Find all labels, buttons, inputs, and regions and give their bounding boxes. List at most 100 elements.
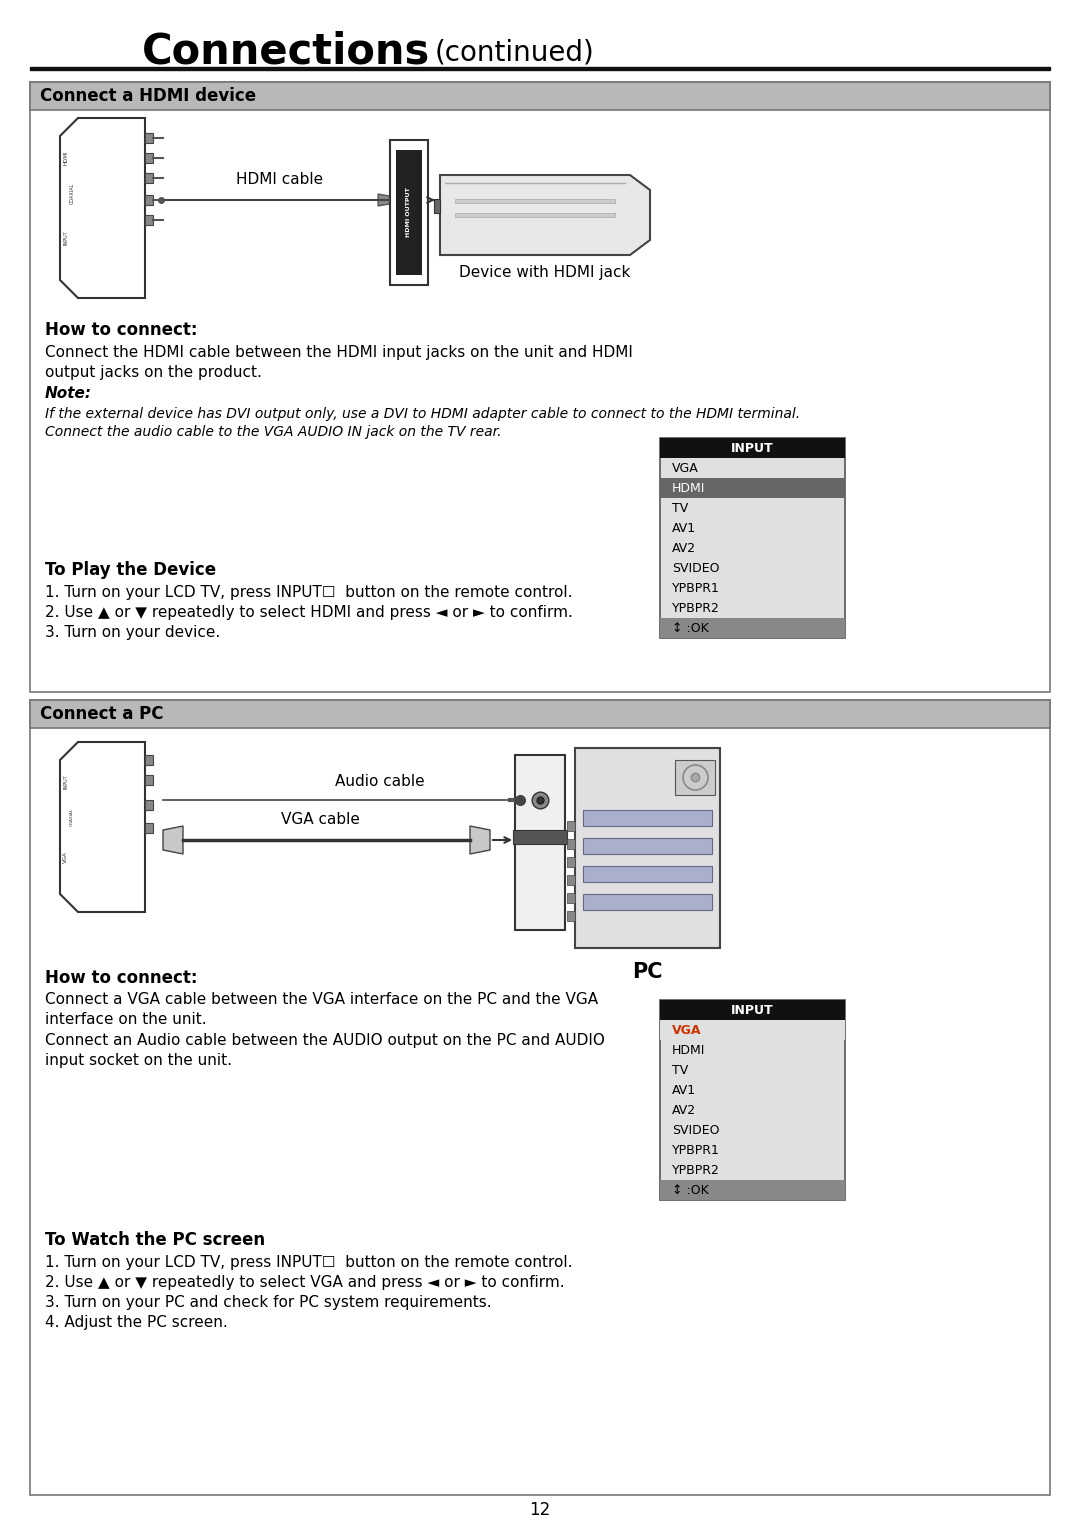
Text: YPBPR2: YPBPR2 xyxy=(672,602,720,614)
Bar xyxy=(583,866,712,883)
Bar xyxy=(660,478,845,498)
Text: AV2: AV2 xyxy=(672,542,697,554)
Text: VGA: VGA xyxy=(672,1023,702,1037)
Text: interface on the unit.: interface on the unit. xyxy=(45,1012,206,1028)
Polygon shape xyxy=(470,826,490,854)
Bar xyxy=(145,153,153,163)
Text: INPUT: INPUT xyxy=(63,231,68,246)
Bar xyxy=(583,838,712,854)
Text: How to connect:: How to connect: xyxy=(45,321,198,339)
Bar xyxy=(30,699,1050,1495)
Bar xyxy=(145,195,153,205)
Bar xyxy=(660,438,845,458)
Text: 2. Use ▲ or ▼ repeatedly to select HDMI and press ◄ or ► to confirm.: 2. Use ▲ or ▼ repeatedly to select HDMI … xyxy=(45,605,572,620)
Text: To Play the Device: To Play the Device xyxy=(45,560,216,579)
Text: PC: PC xyxy=(632,962,663,982)
Text: Note:: Note: xyxy=(45,386,92,402)
Text: YPBPR1: YPBPR1 xyxy=(672,1144,720,1156)
Text: VGA: VGA xyxy=(672,461,699,475)
Text: HDMI OUTPUT: HDMI OUTPUT xyxy=(406,188,411,237)
Bar xyxy=(567,822,575,831)
Text: Connect the audio cable to the VGA AUDIO IN jack on the TV rear.: Connect the audio cable to the VGA AUDIO… xyxy=(45,425,501,438)
Text: Connect a PC: Connect a PC xyxy=(40,705,163,722)
Polygon shape xyxy=(378,194,390,206)
Text: Connect the HDMI cable between the HDMI input jacks on the unit and HDMI: Connect the HDMI cable between the HDMI … xyxy=(45,345,633,359)
Text: input socket on the unit.: input socket on the unit. xyxy=(45,1052,232,1067)
Bar xyxy=(567,912,575,921)
Bar xyxy=(30,82,1050,110)
Bar xyxy=(567,857,575,867)
Text: ↕ :OK: ↕ :OK xyxy=(672,621,708,635)
Bar xyxy=(30,699,1050,728)
Bar xyxy=(455,212,615,217)
Text: HDMI: HDMI xyxy=(63,151,68,165)
Text: 1. Turn on your LCD TV, press INPUT☐  button on the remote control.: 1. Turn on your LCD TV, press INPUT☐ but… xyxy=(45,1255,572,1269)
Text: AV1: AV1 xyxy=(672,1084,697,1096)
Bar xyxy=(145,133,153,144)
Text: AV1: AV1 xyxy=(672,522,697,534)
Bar xyxy=(145,754,153,765)
Text: HDMI: HDMI xyxy=(672,481,705,495)
Text: (continued): (continued) xyxy=(435,38,595,66)
Bar xyxy=(145,823,153,834)
Text: INPUT: INPUT xyxy=(731,1003,773,1017)
Text: HDMI: HDMI xyxy=(672,1043,705,1057)
Polygon shape xyxy=(163,826,183,854)
Text: 2. Use ▲ or ▼ repeatedly to select VGA and press ◄ or ► to confirm.: 2. Use ▲ or ▼ repeatedly to select VGA a… xyxy=(45,1275,565,1289)
Text: YPBPR1: YPBPR1 xyxy=(672,582,720,594)
Text: AV2: AV2 xyxy=(672,1104,697,1116)
Text: COAXIAL: COAXIAL xyxy=(70,808,75,826)
Text: 4. Adjust the PC screen.: 4. Adjust the PC screen. xyxy=(45,1315,228,1330)
Bar xyxy=(660,1000,845,1200)
Bar xyxy=(145,215,153,224)
Text: ↕ :OK: ↕ :OK xyxy=(672,1183,708,1197)
Bar xyxy=(567,838,575,849)
Text: VGA: VGA xyxy=(63,851,68,863)
Text: 3. Turn on your device.: 3. Turn on your device. xyxy=(45,625,220,640)
Text: Connect an Audio cable between the AUDIO output on the PC and AUDIO: Connect an Audio cable between the AUDIO… xyxy=(45,1032,605,1048)
Text: 12: 12 xyxy=(529,1501,551,1519)
Bar xyxy=(660,438,845,638)
Text: Connections: Connections xyxy=(141,31,430,73)
Bar xyxy=(434,199,440,212)
Bar xyxy=(583,893,712,910)
Bar xyxy=(30,82,1050,110)
Text: Connect a VGA cable between the VGA interface on the PC and the VGA: Connect a VGA cable between the VGA inte… xyxy=(45,993,598,1008)
Text: INPUT: INPUT xyxy=(63,774,68,789)
Text: 1. Turn on your LCD TV, press INPUT☐  button on the remote control.: 1. Turn on your LCD TV, press INPUT☐ but… xyxy=(45,585,572,600)
Bar xyxy=(675,760,715,796)
Text: How to connect:: How to connect: xyxy=(45,970,198,986)
Text: TV: TV xyxy=(672,501,688,515)
Text: Connect a HDMI device: Connect a HDMI device xyxy=(40,87,256,105)
Bar xyxy=(30,82,1050,692)
Bar xyxy=(660,618,845,638)
Bar xyxy=(660,1180,845,1200)
Polygon shape xyxy=(440,176,650,255)
Text: 3. Turn on your PC and check for PC system requirements.: 3. Turn on your PC and check for PC syst… xyxy=(45,1295,491,1310)
Bar xyxy=(390,140,428,286)
Bar xyxy=(455,199,615,203)
Bar xyxy=(583,809,712,826)
Text: INPUT: INPUT xyxy=(731,441,773,455)
Bar xyxy=(145,776,153,785)
Text: YPBPR2: YPBPR2 xyxy=(672,1164,720,1176)
Text: HDMI cable: HDMI cable xyxy=(237,173,324,188)
Text: Device with HDMI jack: Device with HDMI jack xyxy=(459,266,631,281)
Bar xyxy=(145,173,153,183)
Bar xyxy=(396,150,422,275)
Bar xyxy=(660,1020,845,1040)
Bar xyxy=(515,754,565,930)
Text: Audio cable: Audio cable xyxy=(335,774,424,789)
Bar xyxy=(575,748,720,948)
Bar xyxy=(567,875,575,886)
Text: VGA cable: VGA cable xyxy=(281,812,360,828)
Text: SVIDEO: SVIDEO xyxy=(672,562,719,574)
Text: TV: TV xyxy=(672,1063,688,1077)
Text: SVIDEO: SVIDEO xyxy=(672,1124,719,1136)
Text: If the external device has DVI output only, use a DVI to HDMI adapter cable to c: If the external device has DVI output on… xyxy=(45,408,800,421)
Bar xyxy=(567,893,575,902)
Bar xyxy=(660,1000,845,1020)
Text: output jacks on the product.: output jacks on the product. xyxy=(45,365,261,380)
Bar xyxy=(513,831,567,844)
Text: COAXIAL: COAXIAL xyxy=(70,182,75,203)
